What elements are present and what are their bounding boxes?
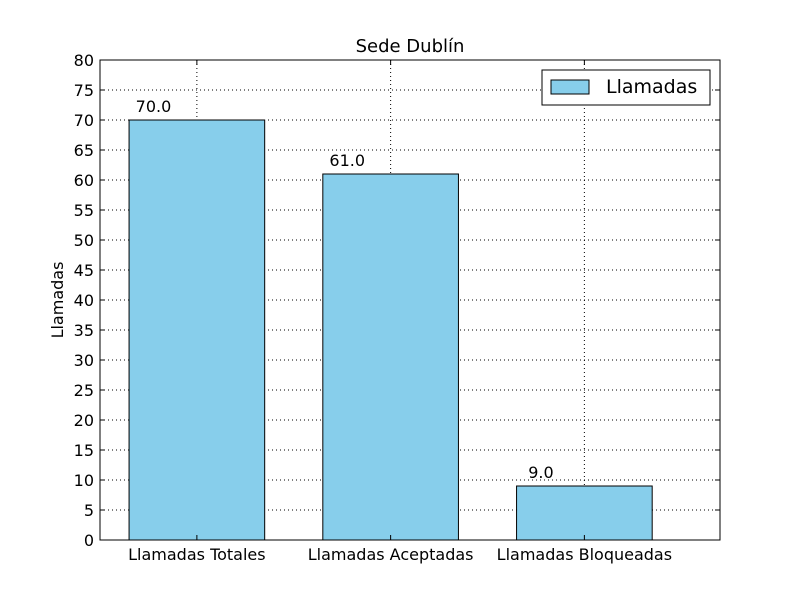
y-tick-label: 15 <box>74 441 94 460</box>
bars <box>128 119 653 541</box>
legend-swatch <box>550 79 590 95</box>
y-tick-label: 60 <box>74 171 94 190</box>
y-tick-label: 35 <box>74 321 94 340</box>
bar <box>322 173 459 541</box>
y-tick-label: 20 <box>74 411 94 430</box>
y-tick-label: 55 <box>74 201 94 220</box>
y-axis-label: Llamadas <box>48 262 67 339</box>
y-tick-label: 70 <box>74 111 94 130</box>
legend-label: Llamadas <box>606 76 697 98</box>
y-tick-label: 65 <box>74 141 94 160</box>
y-tick-label: 10 <box>74 471 94 490</box>
bar-value-labels: 70.0 61.0 9.0 <box>136 97 554 482</box>
x-tick-label: Llamadas Aceptadas <box>308 545 474 564</box>
y-tick-label: 75 <box>74 81 94 100</box>
y-tick-label: 80 <box>74 51 94 70</box>
y-tick-label: 45 <box>74 261 94 280</box>
y-tick-label: 0 <box>84 531 94 550</box>
bar-value-label: 70.0 <box>136 97 172 116</box>
bar-value-label: 9.0 <box>528 463 553 482</box>
y-tick-label: 25 <box>74 381 94 400</box>
bar <box>516 485 653 541</box>
bar-value-label: 61.0 <box>329 151 365 170</box>
axis-ticks: 0 5 10 15 20 25 30 35 40 45 50 55 60 65 70 75 80 Llamadas… <box>74 51 720 564</box>
bar <box>128 119 266 541</box>
legend: Llamadas <box>541 69 711 106</box>
y-tick-label: 40 <box>74 291 94 310</box>
x-tick-label: Llamadas Totales <box>128 545 265 564</box>
y-tick-label: 50 <box>74 231 94 250</box>
y-tick-label: 5 <box>84 501 94 520</box>
x-tick-label: Llamadas Bloqueadas <box>497 545 672 564</box>
chart-title: Sede Dublín <box>356 36 465 57</box>
y-tick-label: 30 <box>74 351 94 370</box>
